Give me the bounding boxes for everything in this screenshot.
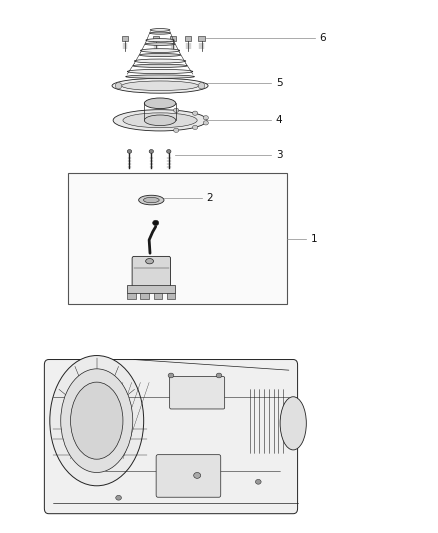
Ellipse shape	[146, 259, 153, 264]
Bar	[141, 293, 149, 299]
Ellipse shape	[50, 356, 144, 486]
Ellipse shape	[122, 81, 198, 91]
Ellipse shape	[198, 83, 205, 89]
Bar	[166, 293, 175, 299]
Text: 2: 2	[206, 193, 212, 204]
Ellipse shape	[194, 472, 201, 478]
Ellipse shape	[126, 75, 194, 78]
Ellipse shape	[150, 32, 170, 34]
Bar	[127, 285, 175, 293]
Ellipse shape	[127, 69, 193, 74]
Ellipse shape	[166, 150, 171, 154]
Ellipse shape	[71, 382, 123, 459]
Bar	[127, 293, 136, 299]
Ellipse shape	[152, 220, 159, 225]
FancyBboxPatch shape	[132, 256, 170, 287]
Text: 1: 1	[311, 233, 317, 244]
FancyBboxPatch shape	[156, 455, 221, 497]
Ellipse shape	[145, 43, 175, 45]
Text: 6: 6	[319, 34, 326, 43]
Bar	[68, 173, 287, 304]
Ellipse shape	[150, 29, 170, 31]
Ellipse shape	[123, 113, 197, 128]
FancyBboxPatch shape	[170, 376, 225, 409]
Text: 5: 5	[276, 78, 283, 88]
Ellipse shape	[139, 195, 164, 205]
Ellipse shape	[203, 121, 208, 125]
Bar	[170, 36, 176, 41]
Ellipse shape	[173, 128, 179, 132]
Text: 3: 3	[276, 150, 283, 160]
Ellipse shape	[255, 479, 261, 484]
Ellipse shape	[145, 98, 176, 109]
Ellipse shape	[145, 115, 176, 126]
Ellipse shape	[133, 64, 187, 67]
Ellipse shape	[113, 110, 207, 131]
Ellipse shape	[146, 39, 174, 42]
Ellipse shape	[192, 111, 198, 115]
Ellipse shape	[127, 150, 132, 154]
Ellipse shape	[168, 373, 174, 378]
Bar	[198, 36, 205, 41]
Ellipse shape	[112, 78, 208, 93]
Bar	[153, 293, 162, 299]
Ellipse shape	[173, 108, 179, 112]
Ellipse shape	[115, 83, 122, 89]
Ellipse shape	[144, 197, 159, 203]
Bar	[152, 36, 159, 41]
Text: 4: 4	[276, 115, 283, 125]
Bar	[122, 36, 128, 41]
Ellipse shape	[216, 373, 222, 378]
Ellipse shape	[192, 125, 198, 130]
Bar	[185, 36, 191, 41]
FancyBboxPatch shape	[44, 360, 297, 514]
Ellipse shape	[134, 59, 186, 63]
Ellipse shape	[141, 49, 180, 52]
Ellipse shape	[203, 116, 208, 120]
Ellipse shape	[280, 397, 306, 450]
Ellipse shape	[149, 150, 153, 154]
Ellipse shape	[116, 495, 121, 500]
Ellipse shape	[139, 53, 181, 56]
Ellipse shape	[61, 369, 133, 472]
